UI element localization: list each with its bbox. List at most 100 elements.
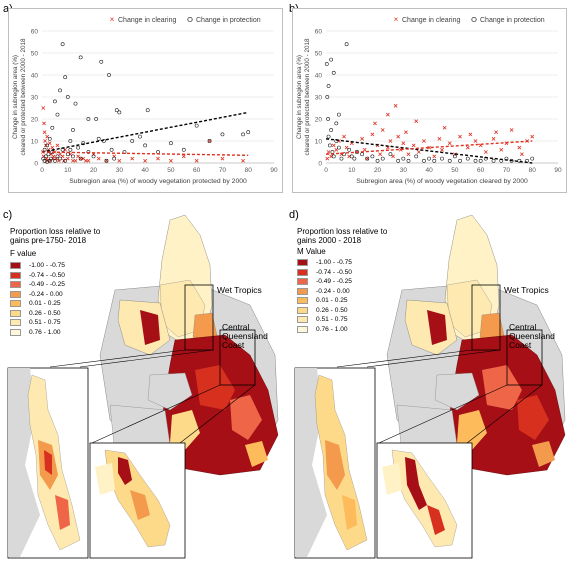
point-protection [406, 158, 411, 163]
legend-marker-x: × [110, 15, 115, 24]
south-east-pale-2-c [245, 441, 268, 467]
inset-cq-coast-red-d [405, 457, 427, 510]
point-protection [370, 154, 375, 159]
legend-class-label: 0.01 - 0.25 [316, 297, 348, 305]
legend-row: -0.74 - -0.50 [297, 268, 427, 278]
point-clearing [373, 121, 377, 126]
point-protection [365, 156, 370, 161]
point-protection [78, 156, 83, 161]
point-clearing [447, 141, 452, 146]
point-protection [58, 156, 62, 161]
point-protection [401, 156, 406, 161]
point-clearing [494, 130, 499, 135]
point-clearing [41, 106, 46, 110]
inset-wet-tropics-red-d [342, 495, 357, 530]
x-axis-label: Subregion area (%) of woody vegetation c… [356, 178, 528, 185]
legend-label: Change in protection [480, 17, 545, 24]
x-tick-label: 70 [503, 167, 511, 174]
point-clearing [156, 156, 160, 161]
connector-line-4-d [466, 384, 543, 444]
point-clearing [468, 132, 473, 137]
point-protection [86, 117, 91, 121]
point-clearing [465, 145, 470, 150]
map-panel-d: Proportion loss relative to gains 2000 -… [287, 205, 575, 564]
legend-row: 0.76 - 1.00 [297, 325, 427, 335]
legend-swatch [297, 259, 308, 267]
point-protection [71, 128, 75, 132]
point-protection [440, 156, 444, 161]
point-clearing [342, 134, 346, 139]
x-tick-label: 10 [348, 167, 356, 174]
legend-d: Proportion loss relative to gains 2000 -… [297, 227, 427, 334]
legend-class-label: -0.24 - 0.00 [29, 290, 63, 298]
south-east-pale-1-d [457, 410, 487, 450]
point-protection [432, 158, 437, 163]
legend-class-label: 0.76 - 1.00 [29, 328, 61, 336]
y-tick-label: 50 [315, 51, 323, 58]
point-protection [76, 145, 80, 150]
legend-title-d: Proportion loss relative to gains 2000 -… [297, 227, 388, 245]
wet-tropics-label-c: Wet Tropics [217, 285, 262, 295]
trendline [41, 151, 249, 156]
point-clearing [83, 158, 88, 163]
western-red-patch-d [427, 310, 447, 345]
point-protection [68, 139, 73, 143]
point-protection [78, 55, 83, 60]
point-clearing [422, 139, 426, 143]
legend-row: 0.01 - 0.25 [297, 296, 427, 306]
inset-wet-tropics-orange-d [325, 440, 345, 490]
legend-marker-circle [471, 16, 477, 23]
inset-wet-tropics-red-2-c [55, 495, 70, 530]
point-protection [452, 154, 457, 159]
legend-swatch [10, 328, 21, 336]
point-protection [96, 136, 101, 141]
point-protection [344, 42, 349, 47]
point-clearing [50, 145, 55, 150]
point-clearing [42, 121, 46, 126]
point-protection [81, 141, 86, 146]
legend-swatch [297, 287, 308, 295]
panel-letter-d: d) [289, 209, 299, 221]
point-protection [326, 84, 331, 88]
inset-cq-coast-pale-c [95, 463, 115, 495]
panel-letter-a: a) [3, 3, 13, 15]
legend-row: -1.00 - -0.75 [297, 258, 427, 268]
legend-label: Change in clearing [402, 17, 460, 24]
x-tick-label: 60 [477, 167, 485, 174]
point-protection [326, 134, 331, 139]
legend-label: Change in clearing [118, 17, 176, 24]
legend-row: 0.51 - 0.75 [297, 315, 427, 325]
connector-line-1-c [49, 349, 186, 368]
x-tick-label: 30 [116, 167, 124, 174]
point-protection [336, 145, 341, 150]
y-tick-label: 10 [315, 139, 323, 146]
point-clearing [499, 147, 504, 152]
y-tick-label: 40 [315, 73, 323, 80]
point-protection [86, 150, 91, 154]
y-tick-label: 60 [315, 29, 323, 36]
point-protection [220, 132, 225, 137]
point-clearing [331, 143, 336, 148]
point-protection [447, 158, 452, 163]
point-protection [143, 143, 148, 148]
south-east-pale-2-d [532, 441, 555, 467]
point-clearing [169, 158, 173, 163]
x-tick-label: 30 [400, 167, 408, 174]
connector-line-2-c [79, 349, 214, 368]
legend-class-label: -1.00 - -0.75 [29, 262, 65, 270]
y-axis-label: Change in subregion area (%) [12, 55, 19, 139]
point-clearing [220, 156, 225, 161]
point-protection [396, 158, 401, 163]
point-clearing [404, 130, 408, 135]
point-protection [349, 154, 354, 159]
y-tick-label: 30 [31, 95, 39, 102]
point-protection [55, 112, 60, 117]
point-protection [342, 152, 346, 157]
point-clearing [117, 158, 122, 163]
legend-row: 0.76 - 1.00 [10, 328, 140, 338]
point-protection [138, 134, 142, 139]
point-protection [45, 143, 50, 148]
legend-class-label: -0.49 - -0.25 [29, 281, 65, 289]
x-tick-label: 60 [193, 167, 201, 174]
legend-row: -0.24 - 0.00 [297, 287, 427, 297]
